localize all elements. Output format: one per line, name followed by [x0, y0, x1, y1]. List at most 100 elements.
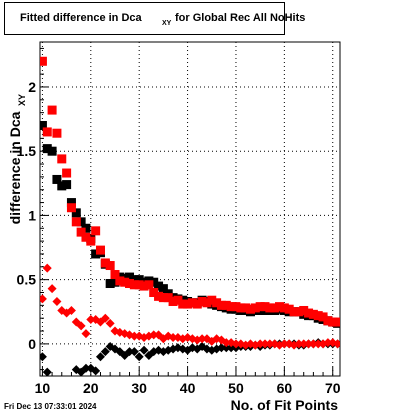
data-point-square: [110, 277, 120, 287]
data-point-square: [129, 280, 139, 290]
y-tick-label: 1: [28, 207, 36, 223]
data-point-square: [81, 223, 91, 233]
data-point-diamond: [129, 331, 139, 341]
data-point-square: [42, 144, 52, 154]
tick-label-layer: 10 20 30 40 50 60 70 0 0.5 1 1.5 2: [17, 79, 341, 396]
data-point-diamond: [100, 347, 110, 357]
data-point-diamond: [42, 263, 52, 273]
data-point-square: [62, 168, 72, 178]
data-point-diamond: [299, 339, 309, 349]
data-point-diamond: [304, 339, 314, 349]
data-point-square: [294, 307, 304, 317]
data-point-square: [91, 226, 101, 236]
data-point-diamond: [81, 363, 91, 373]
data-point-square: [216, 300, 226, 310]
y-tick-label: 2: [28, 79, 36, 95]
data-point-square: [52, 128, 62, 138]
data-point-diamond: [86, 314, 96, 324]
data-point-square: [158, 293, 168, 303]
data-point-diamond: [76, 367, 86, 376]
data-point-diamond: [294, 339, 304, 349]
data-point-diamond: [47, 284, 57, 294]
data-point-square: [66, 198, 76, 208]
chart-title-box: Fitted difference in Dca XY for Global R…: [4, 2, 305, 35]
data-point-square: [115, 276, 125, 286]
data-point-diamond: [139, 345, 149, 355]
data-point-square: [71, 217, 81, 227]
y-tick-label: 0.5: [17, 272, 37, 288]
data-point-square: [265, 303, 275, 313]
data-point-diamond: [265, 339, 275, 349]
y-axis-title-group: difference in Dca XY: [7, 94, 27, 224]
data-point-square: [226, 302, 236, 312]
data-point-square: [40, 121, 47, 130]
data-point-square: [154, 281, 164, 291]
data-point-square: [158, 284, 168, 294]
data-point-square: [313, 311, 323, 321]
data-point-diamond: [42, 367, 52, 376]
data-point-square: [149, 277, 159, 287]
data-point-square: [125, 279, 135, 289]
data-point-square: [318, 312, 328, 322]
data-point-diamond: [40, 352, 47, 362]
x-tick-label: 70: [325, 380, 341, 396]
data-point-diamond: [260, 339, 270, 349]
data-point-square: [323, 316, 333, 326]
data-point-square: [245, 304, 255, 314]
chart-title-main: Fitted difference in Dca: [20, 12, 143, 24]
data-point-diamond: [67, 378, 76, 387]
data-point-diamond: [221, 338, 231, 348]
chart-title-subscript: XY: [162, 20, 172, 27]
data-point-diamond: [57, 384, 66, 393]
data-point-diamond: [313, 339, 323, 349]
data-point-square: [270, 303, 280, 313]
data-point-diamond: [168, 332, 178, 342]
data-point-square: [163, 293, 173, 303]
data-point-square: [105, 261, 115, 271]
data-point-square: [134, 275, 144, 285]
data-point-square: [289, 307, 299, 317]
data-point-diamond: [197, 334, 207, 344]
x-tick-label: 50: [228, 380, 244, 396]
data-point-square: [236, 303, 246, 313]
data-point-square: [125, 272, 135, 282]
data-point-diamond: [62, 379, 71, 388]
data-point-diamond: [105, 318, 115, 328]
data-point-square: [40, 56, 47, 66]
data-point-square: [86, 236, 96, 246]
data-point-square: [212, 298, 222, 308]
data-point-diamond: [231, 339, 241, 349]
data-point-square: [57, 181, 67, 191]
data-point-square: [168, 296, 178, 306]
data-point-square: [129, 275, 139, 285]
y-axis-title-subscript: XY: [17, 94, 27, 106]
data-point-square: [202, 298, 212, 308]
data-point-square: [47, 146, 57, 156]
data-point-square: [120, 277, 130, 287]
data-point-square: [250, 303, 260, 313]
x-tick-label: 30: [131, 380, 147, 396]
chart-title-rest: for Global Rec All NoHits: [175, 12, 305, 24]
data-point-square: [328, 317, 338, 327]
data-point-diamond: [91, 366, 101, 376]
data-point-diamond: [100, 313, 110, 323]
data-point-square: [241, 303, 251, 313]
data-point-square: [231, 302, 241, 312]
data-point-square: [134, 280, 144, 290]
data-point-square: [76, 227, 86, 237]
x-tick-label: 20: [83, 380, 99, 396]
data-point-diamond: [52, 380, 61, 389]
x-tick-label: 40: [180, 380, 196, 396]
data-point-diamond: [129, 347, 139, 357]
data-point-square: [149, 288, 159, 297]
x-tick-label: 10: [35, 380, 51, 396]
data-point-square: [173, 295, 183, 305]
data-point-diamond: [52, 296, 62, 306]
points-layer: [40, 56, 340, 393]
data-point-square: [308, 309, 318, 319]
data-point-square: [333, 317, 340, 327]
data-point-square: [197, 296, 207, 306]
data-point-square: [105, 279, 115, 289]
data-point-diamond: [134, 352, 144, 362]
